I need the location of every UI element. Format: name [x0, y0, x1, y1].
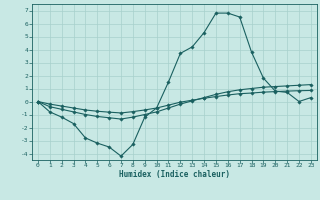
X-axis label: Humidex (Indice chaleur): Humidex (Indice chaleur)	[119, 170, 230, 179]
